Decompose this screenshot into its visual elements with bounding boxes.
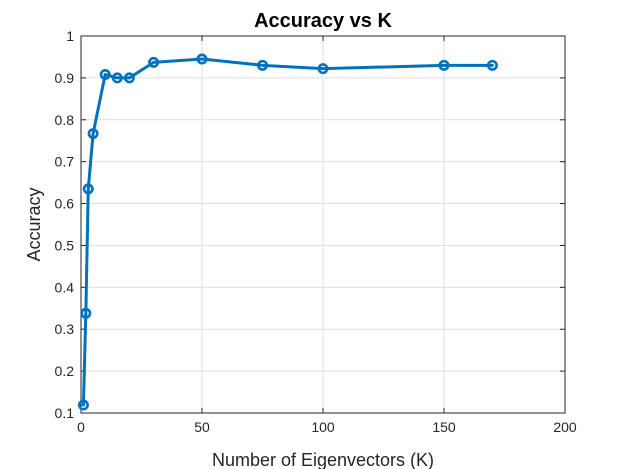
x-tick-label: 200	[553, 419, 577, 435]
x-tick-label: 100	[311, 419, 335, 435]
x-axis-title: Number of Eigenvectors (K)	[212, 450, 434, 469]
data-point	[80, 307, 92, 319]
data-point	[99, 69, 111, 81]
y-tick-label: 0.8	[55, 112, 75, 128]
axes	[80, 35, 566, 414]
data-point	[148, 56, 160, 68]
x-tick-label: 150	[432, 419, 456, 435]
data-point	[196, 53, 208, 65]
y-tick-label: 1	[66, 28, 74, 44]
data-point	[256, 59, 268, 71]
x-tick-label: 50	[194, 419, 210, 435]
y-tick-label: 0.1	[55, 405, 75, 421]
y-tick-label: 0.5	[55, 237, 75, 253]
y-tick-label: 0.4	[55, 279, 75, 295]
data-point	[438, 59, 450, 71]
data-point	[82, 183, 94, 195]
y-tick-label: 0.2	[55, 363, 75, 379]
data-point	[111, 72, 123, 84]
chart-title: Accuracy vs K	[254, 10, 392, 32]
data-point	[123, 72, 135, 84]
y-tick-label: 0.7	[55, 154, 75, 170]
data-series	[77, 53, 498, 411]
y-axis-title: Accuracy	[24, 187, 44, 261]
y-tick-label: 0.9	[55, 70, 75, 86]
x-tick-label: 0	[77, 419, 85, 435]
y-tick-label: 0.3	[55, 321, 75, 337]
data-point	[77, 399, 89, 411]
data-point	[486, 59, 498, 71]
data-point	[87, 128, 99, 140]
data-point	[317, 63, 329, 75]
y-tick-label: 0.6	[55, 196, 75, 212]
series-line	[81, 57, 494, 407]
tick-labels: 0 50 100 150 200 0.1 0.2 0.3 0.4 0.5 0.6 0.7 0.8 0.9 1	[55, 28, 577, 435]
